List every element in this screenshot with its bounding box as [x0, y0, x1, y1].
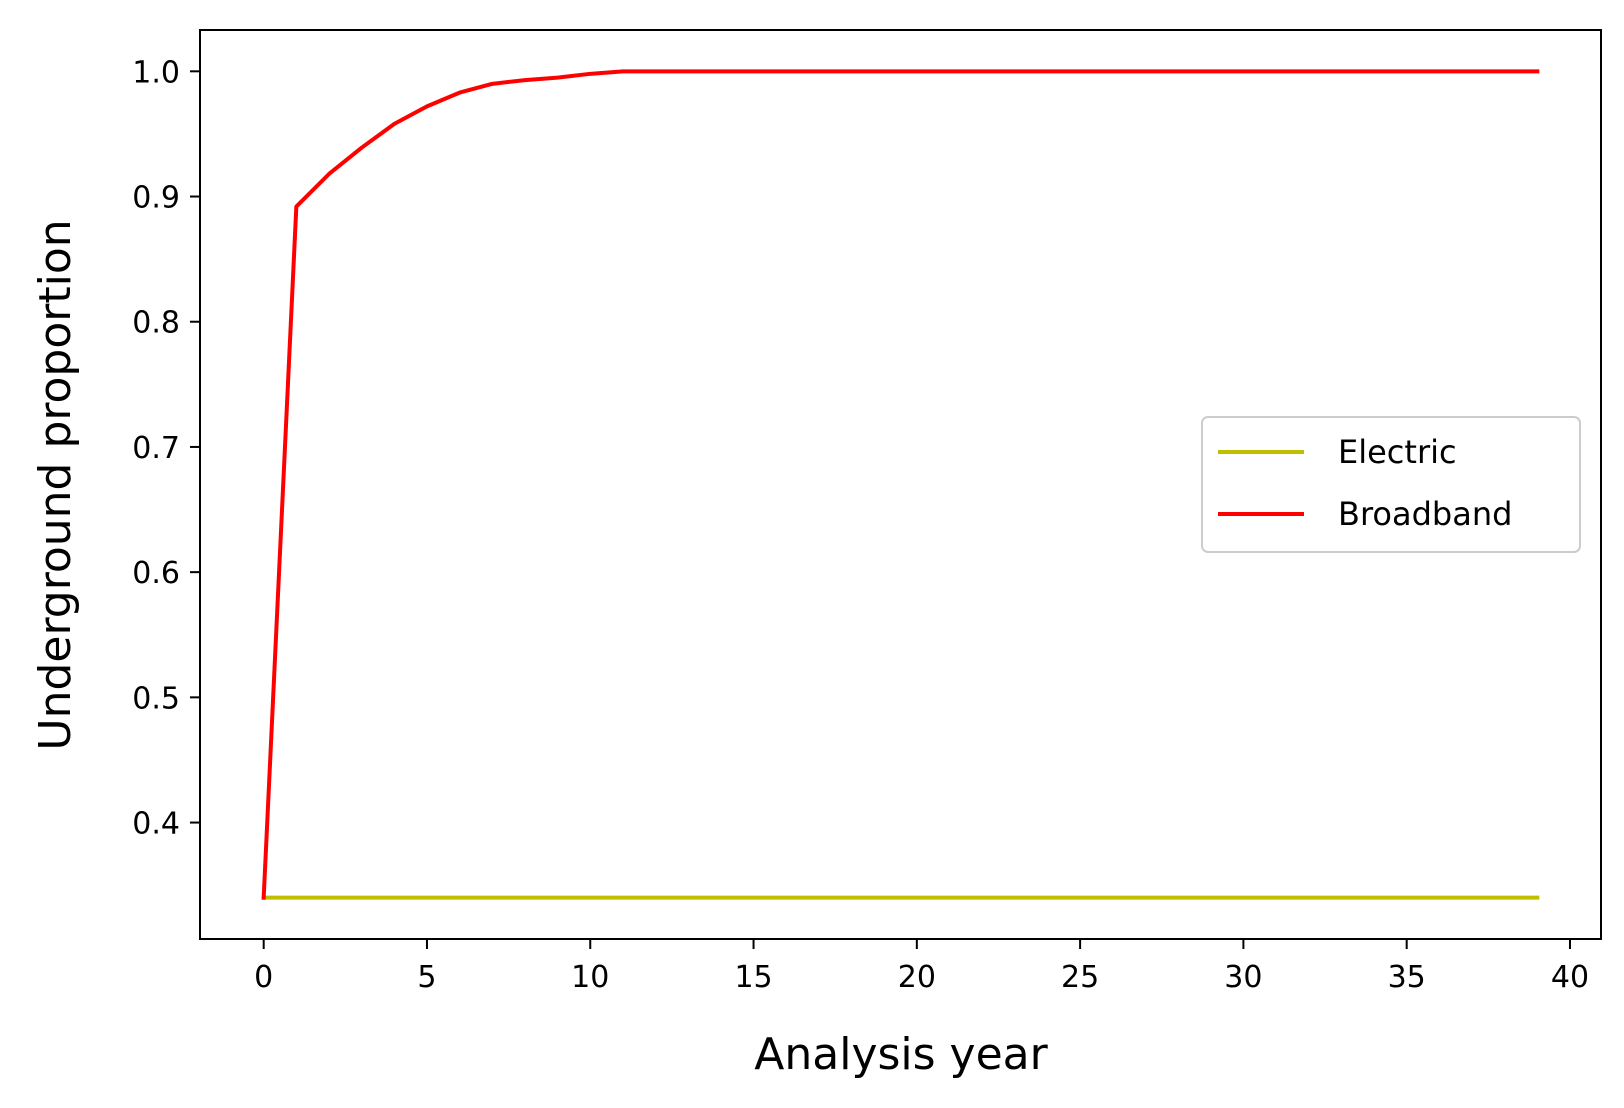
x-tick-label: 20	[898, 960, 936, 995]
x-tick-label: 25	[1061, 960, 1099, 995]
legend-label-electric: Electric	[1338, 433, 1457, 471]
x-tick-label: 35	[1388, 960, 1426, 995]
x-tick-label: 0	[254, 960, 273, 995]
x-tick-label: 10	[571, 960, 609, 995]
legend: Electric Broadband	[1202, 417, 1580, 552]
y-axis-label: Underground proportion	[30, 219, 81, 750]
y-tick-label: 0.8	[132, 306, 180, 341]
legend-label-broadband: Broadband	[1338, 495, 1512, 533]
y-tick-label: 0.5	[132, 681, 180, 716]
y-tick-label: 1.0	[132, 55, 180, 90]
y-tick-label: 0.9	[132, 181, 180, 216]
x-tick-label: 15	[734, 960, 772, 995]
y-tick-label: 0.4	[132, 807, 180, 842]
x-tick-label: 40	[1551, 960, 1589, 995]
y-tick-label: 0.6	[132, 556, 180, 591]
x-axis-label: Analysis year	[754, 1029, 1048, 1080]
x-tick-label: 5	[417, 960, 436, 995]
y-tick-label: 0.7	[132, 431, 180, 466]
x-tick-label: 30	[1224, 960, 1262, 995]
